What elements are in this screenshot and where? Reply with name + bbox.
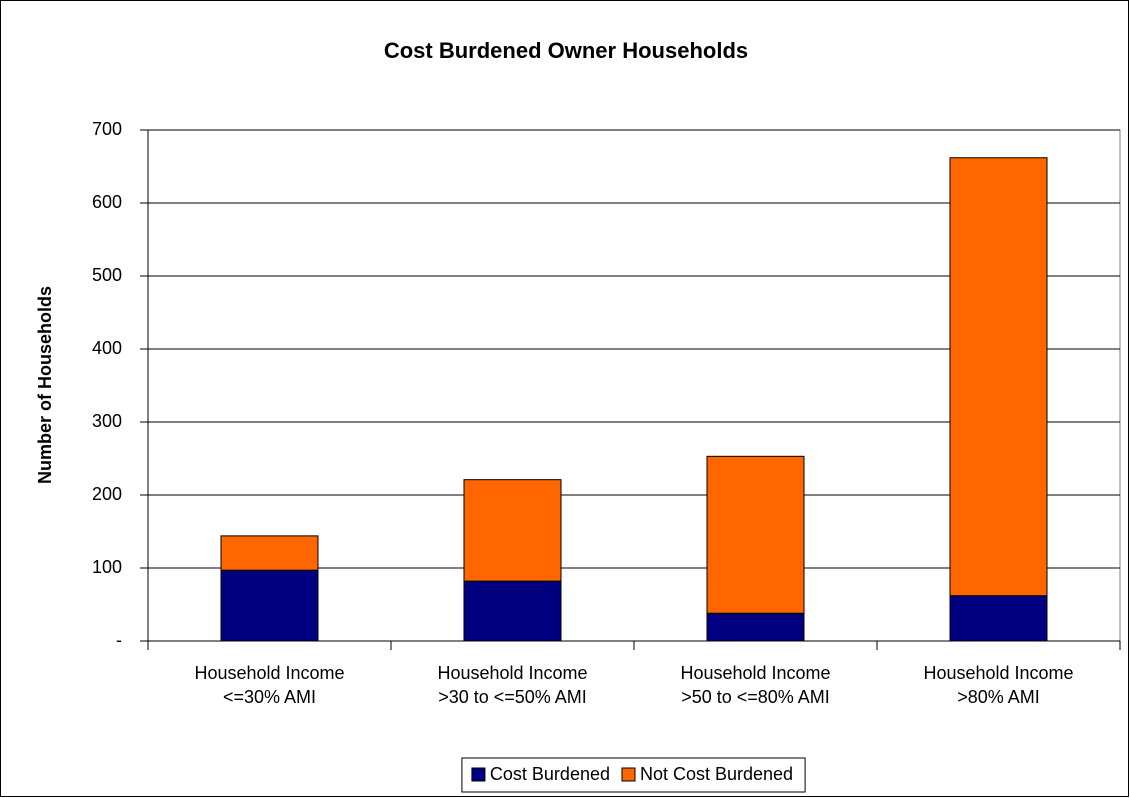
- y-tick-label: 100: [92, 557, 122, 577]
- x-tick-label: Household Income >50 to <=80% AMI: [680, 663, 831, 707]
- y-tick-label: 600: [92, 192, 122, 212]
- chart-title: Cost Burdened Owner Households: [384, 38, 748, 63]
- x-tick-label: Household Income >30 to <=50% AMI: [437, 663, 588, 707]
- bar-segment: [949, 595, 1048, 642]
- y-tick-label: 500: [92, 265, 122, 285]
- x-tick-label: Household Income <=30% AMI: [194, 663, 345, 707]
- bar-segment: [463, 580, 562, 642]
- bar-segment: [463, 479, 562, 582]
- bar-segment: [220, 569, 319, 642]
- bar-segment: [706, 612, 805, 642]
- bar-segment: [220, 535, 319, 571]
- bar-segment: [949, 157, 1048, 597]
- legend-swatch: [471, 767, 486, 782]
- y-tick-label: 400: [92, 338, 122, 358]
- legend-label: Cost Burdened: [490, 764, 610, 784]
- y-tick-label: 300: [92, 411, 122, 431]
- y-tick-label: -: [116, 630, 122, 650]
- y-tick-label: 700: [92, 119, 122, 139]
- y-tick-label: 200: [92, 484, 122, 504]
- legend-swatch: [621, 767, 636, 782]
- y-axis-title: Number of Households: [35, 286, 55, 484]
- legend-label: Not Cost Burdened: [640, 764, 793, 784]
- bar-segment: [706, 455, 805, 614]
- x-tick-label: Household Income >80% AMI: [923, 663, 1074, 707]
